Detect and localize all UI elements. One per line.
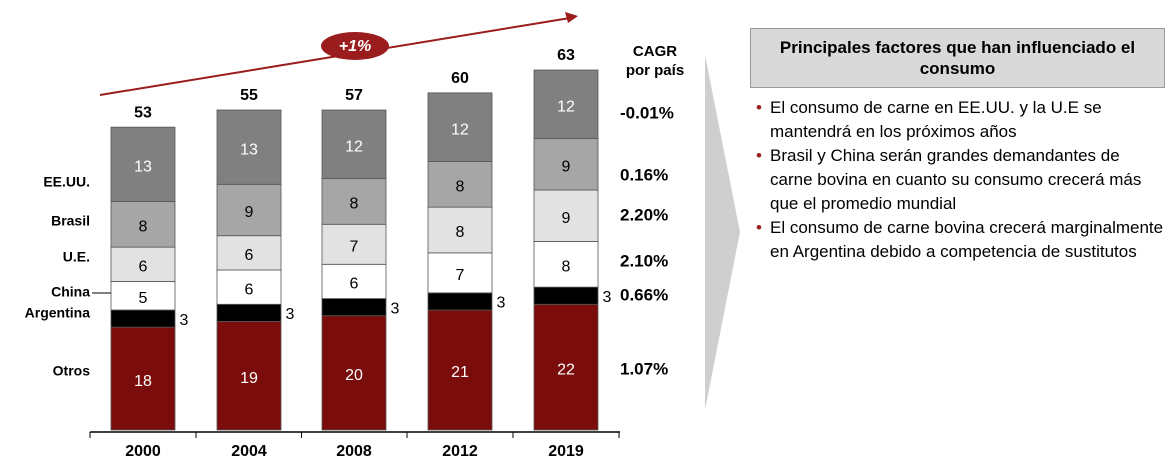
bar-segment xyxy=(427,92,493,162)
series-label: Brasil xyxy=(51,213,90,229)
series-label: EE.UU. xyxy=(43,174,90,190)
value-label: 8 xyxy=(350,196,359,213)
value-label: 6 xyxy=(245,281,254,298)
cagr-header: por país xyxy=(626,62,684,79)
bar-segment xyxy=(533,138,599,191)
bar-segment xyxy=(110,281,176,311)
bar-segment xyxy=(216,321,282,431)
cagr-label: 2.10% xyxy=(620,251,668,270)
bar-segment xyxy=(216,183,282,237)
bar-segment xyxy=(427,161,493,208)
bullet-list: El consumo de carne en EE.UU. y la U.E s… xyxy=(750,96,1165,264)
value-label: 3 xyxy=(497,295,506,312)
value-label: 8 xyxy=(139,219,148,236)
value-label: 8 xyxy=(456,179,465,196)
value-label: 12 xyxy=(345,139,363,156)
bullet: El consumo de carne en EE.UU. y la U.E s… xyxy=(756,96,1165,144)
value-label: 19 xyxy=(240,370,258,387)
value-label: 13 xyxy=(134,159,152,176)
cagr-label: 0.16% xyxy=(620,165,668,184)
panel: Principales factores que han influenciad… xyxy=(750,28,1165,264)
arrow-head xyxy=(565,12,578,23)
bar-segment xyxy=(216,109,282,185)
value-label: 9 xyxy=(562,210,571,227)
value-label: 6 xyxy=(245,247,254,264)
total-label: 63 xyxy=(557,47,575,64)
bar-segment xyxy=(216,235,282,271)
bar-segment xyxy=(427,252,493,294)
value-label: 9 xyxy=(245,204,254,221)
cagr-label: 0.66% xyxy=(620,285,668,304)
x-tick-label: 2000 xyxy=(125,443,161,460)
value-label: 7 xyxy=(456,267,465,284)
bullet: El consumo de carne bovina crecerá margi… xyxy=(756,216,1165,264)
panel-title: Principales factores que han influenciad… xyxy=(750,28,1165,88)
bar-segment xyxy=(533,286,599,305)
chart: +1% CAGR por país 18 3 5 6 8 13 53 2000 19 3 6 6 9 13… xyxy=(25,12,740,460)
bar-segment xyxy=(110,309,176,328)
bar-segment xyxy=(427,206,493,254)
x-tick-label: 2019 xyxy=(548,443,584,460)
bar-segment xyxy=(427,292,493,311)
value-label: 21 xyxy=(451,364,469,381)
value-label: 7 xyxy=(350,239,359,256)
value-label: 20 xyxy=(345,367,363,384)
bar-segment xyxy=(533,303,599,431)
bar-segment xyxy=(110,246,176,282)
value-label: 5 xyxy=(139,290,148,307)
cagr-header: CAGR xyxy=(633,43,677,60)
x-tick-label: 2008 xyxy=(336,443,372,460)
total-label: 55 xyxy=(240,87,258,104)
bar-segment xyxy=(110,201,176,248)
bar-segment xyxy=(321,298,387,317)
value-label: 12 xyxy=(451,121,469,138)
x-tick-label: 2012 xyxy=(442,443,478,460)
divider-chevron xyxy=(705,55,740,410)
bullet: Brasil y China serán grandes demandantes… xyxy=(756,144,1165,216)
series-label: U.E. xyxy=(63,249,90,265)
value-label: 22 xyxy=(557,361,575,378)
x-tick-label: 2004 xyxy=(231,443,267,460)
series-label: China xyxy=(51,284,90,300)
bar-segment xyxy=(533,69,599,139)
value-label: 6 xyxy=(139,259,148,276)
value-label: 3 xyxy=(180,312,189,329)
value-label: 8 xyxy=(562,259,571,276)
series-label: Otros xyxy=(53,363,91,379)
cagr-label: -0.01% xyxy=(620,103,674,122)
total-label: 60 xyxy=(451,70,469,87)
bar-segment xyxy=(427,309,493,431)
value-label: 12 xyxy=(557,99,575,116)
annotation-badge xyxy=(321,32,389,60)
annotation: +1% xyxy=(339,38,371,55)
bar-segment xyxy=(321,223,387,265)
bar-segment xyxy=(321,109,387,179)
cagr-label: 1.07% xyxy=(620,359,668,378)
value-label: 3 xyxy=(286,306,295,323)
bar-segment xyxy=(216,303,282,322)
bar-segment xyxy=(321,263,387,299)
bar-segment xyxy=(110,126,176,202)
value-label: 6 xyxy=(350,276,359,293)
value-label: 9 xyxy=(562,159,571,176)
value-label: 3 xyxy=(603,289,612,306)
total-label: 53 xyxy=(134,104,152,121)
value-label: 3 xyxy=(391,300,400,317)
cagr-label: 2.20% xyxy=(620,205,668,224)
total-label: 57 xyxy=(345,87,363,104)
bar-segment xyxy=(110,326,176,431)
value-label: 18 xyxy=(134,373,152,390)
bar-segment xyxy=(321,315,387,431)
value-label: 8 xyxy=(456,224,465,241)
value-label: 13 xyxy=(240,141,258,158)
series-label: Argentina xyxy=(25,305,91,321)
